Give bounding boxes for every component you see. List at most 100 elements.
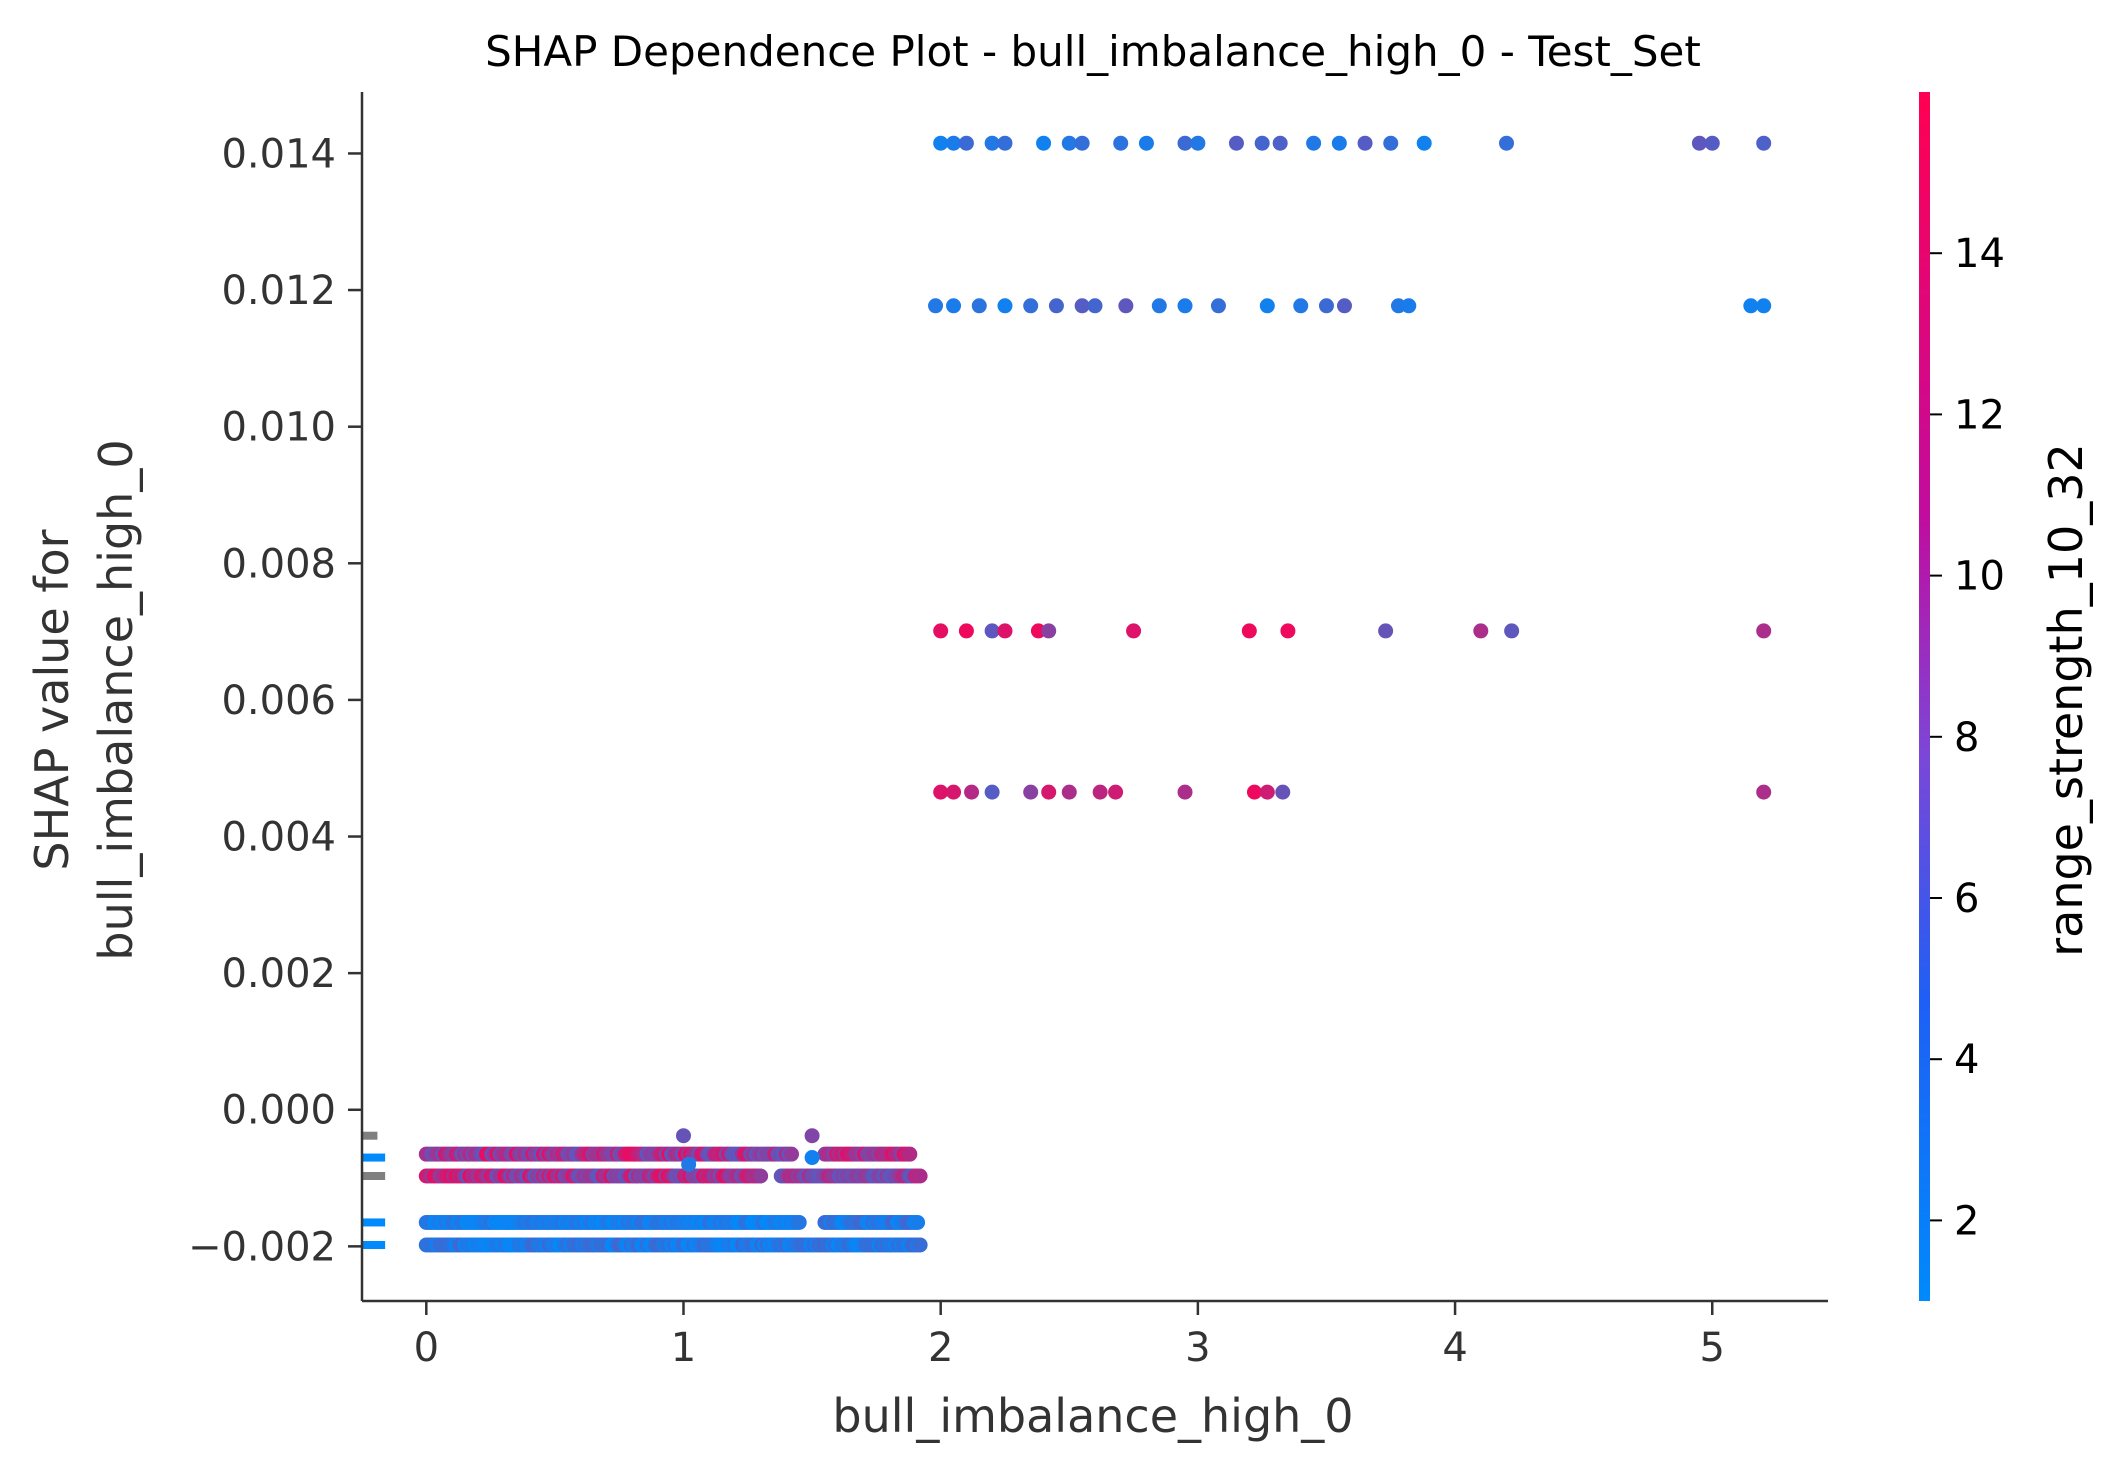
data-point — [1074, 135, 1090, 151]
data-point — [912, 1168, 928, 1184]
data-point — [1190, 135, 1206, 151]
colorbar-tick-label: 10 — [1954, 554, 2005, 600]
data-point — [1378, 623, 1394, 639]
colorbar-tick-label: 12 — [1954, 392, 2005, 438]
y-tick-label: 0.004 — [221, 815, 336, 861]
data-point — [984, 135, 1000, 151]
y-tick-label: 0.002 — [221, 951, 336, 997]
data-point — [946, 298, 962, 314]
data-point — [997, 298, 1013, 314]
data-point — [1499, 135, 1515, 151]
histogram-bar — [362, 1172, 386, 1181]
data-point — [1246, 784, 1262, 800]
data-point — [1275, 784, 1291, 800]
data-point — [1023, 784, 1039, 800]
data-point — [1280, 623, 1296, 639]
x-tick-label: 0 — [414, 1325, 439, 1371]
data-point — [1756, 135, 1772, 151]
y-axis-label-line-2: bull_imbalance_high_0 — [89, 439, 143, 960]
colorbar-label: range_strength_10_32 — [2039, 443, 2093, 957]
data-point — [784, 1146, 800, 1162]
data-point — [675, 1128, 691, 1144]
y-axis-label: SHAP value for bull_imbalance_high_0 — [25, 439, 143, 960]
y-tick-label: 0.010 — [221, 405, 336, 451]
data-point — [1743, 298, 1759, 314]
data-point — [1210, 298, 1226, 314]
colorbar — [1919, 92, 1930, 1301]
data-point — [933, 135, 949, 151]
x-axis-label: bull_imbalance_high_0 — [832, 1389, 1353, 1443]
data-point — [1108, 784, 1124, 800]
data-point — [1390, 298, 1406, 314]
data-point — [1041, 784, 1057, 800]
y-tick-label: 0.006 — [221, 678, 336, 724]
data-point — [928, 298, 944, 314]
data-point — [946, 135, 962, 151]
y-tick-label: 0.000 — [221, 1088, 336, 1134]
data-point — [1704, 135, 1720, 151]
data-point — [902, 1146, 918, 1162]
data-point — [1357, 135, 1373, 151]
x-axis-ticks: 0 1 2 3 4 5 — [414, 1301, 1725, 1371]
data-point — [1241, 623, 1257, 639]
data-point — [1259, 784, 1275, 800]
data-point — [971, 298, 987, 314]
colorbar-tick-label: 2 — [1954, 1198, 1979, 1244]
data-point — [1416, 135, 1432, 151]
data-point — [958, 623, 974, 639]
y-tick-label: 0.012 — [221, 268, 336, 314]
data-point — [1138, 135, 1154, 151]
x-tick-label: 5 — [1700, 1325, 1725, 1371]
data-point — [1331, 135, 1347, 151]
data-point — [1092, 784, 1108, 800]
data-point — [1087, 298, 1103, 314]
colorbar-tick-label: 8 — [1954, 715, 1979, 761]
data-point — [1401, 298, 1417, 314]
data-point — [1383, 135, 1399, 151]
data-point — [1306, 135, 1322, 151]
data-point — [1023, 298, 1039, 314]
y-axis-label-line-1: SHAP value for — [25, 529, 79, 870]
data-point — [933, 623, 949, 639]
x-tick-label: 2 — [928, 1325, 953, 1371]
data-point — [1293, 298, 1309, 314]
data-point — [1036, 135, 1052, 151]
data-point — [1030, 623, 1046, 639]
data-point — [1061, 135, 1077, 151]
data-point — [1151, 298, 1167, 314]
data-point — [1061, 784, 1077, 800]
histogram-bar — [362, 1131, 378, 1140]
data-point — [946, 784, 962, 800]
data-point — [1318, 298, 1334, 314]
data-point — [1336, 298, 1352, 314]
data-point — [1756, 784, 1772, 800]
data-point-bands — [418, 1146, 928, 1253]
data-point — [1177, 135, 1193, 151]
data-point — [1254, 135, 1270, 151]
histogram-bar — [362, 1153, 386, 1162]
chart-title: SHAP Dependence Plot - bull_imbalance_hi… — [485, 27, 1701, 76]
data-point — [997, 623, 1013, 639]
histogram-bar — [362, 1240, 386, 1249]
colorbar-tick-label: 6 — [1954, 876, 1979, 922]
histogram-bar — [362, 1218, 386, 1227]
data-point — [1504, 623, 1520, 639]
data-point — [984, 784, 1000, 800]
data-point — [933, 784, 949, 800]
data-point — [804, 1128, 820, 1144]
y-axis-ticks: −0.002 0.000 0.002 0.004 0.006 0.008 0.010 0.01… — [188, 131, 362, 1270]
data-point — [1177, 298, 1193, 314]
data-point — [1074, 298, 1090, 314]
data-point — [804, 1150, 820, 1166]
x-tick-label: 3 — [1185, 1325, 1210, 1371]
data-point — [1756, 298, 1772, 314]
data-point — [1113, 135, 1129, 151]
feature-histogram — [362, 1131, 386, 1249]
colorbar-tick-label: 14 — [1954, 231, 2005, 277]
data-point — [1041, 623, 1057, 639]
y-tick-label: −0.002 — [188, 1224, 336, 1270]
y-tick-label: 0.014 — [221, 131, 336, 177]
data-point — [984, 623, 1000, 639]
data-point — [1473, 623, 1489, 639]
data-point — [1691, 135, 1707, 151]
